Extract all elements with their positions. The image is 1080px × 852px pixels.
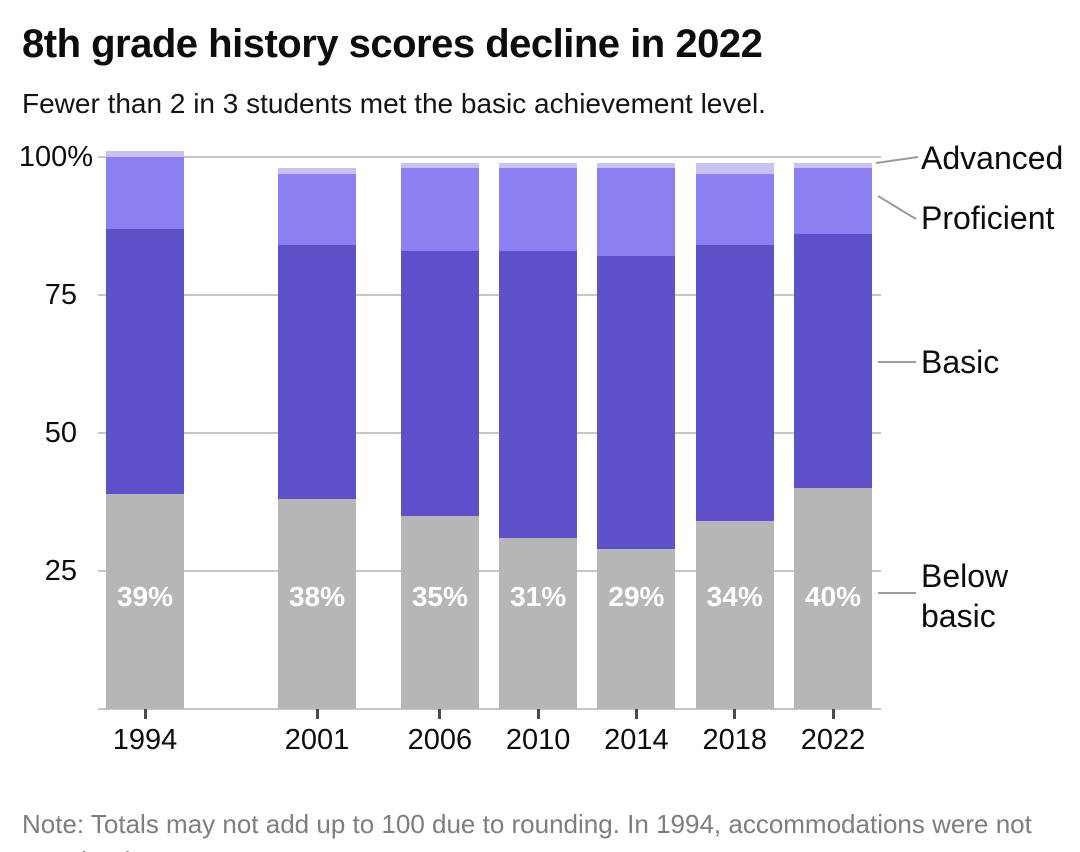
bar-segment-2010-proficient [499, 168, 578, 251]
bar-segment-2010-advanced [499, 162, 578, 169]
leader-advanced [875, 156, 919, 164]
bar-segment-1994-basic [106, 228, 184, 494]
x-axis-tick-1994 [143, 709, 147, 719]
chart-subtitle: Fewer than 2 in 3 students met the basic… [22, 88, 766, 119]
bar-segment-2022-proficient [794, 168, 872, 235]
bar-segment-2022-basic [794, 234, 872, 489]
x-axis-label-2014: 2014 [604, 724, 669, 756]
footnote-line-2: permitted. [22, 843, 1052, 852]
legend-label-below-basic: Below basic [921, 558, 1009, 634]
bar-segment-2006-proficient [400, 168, 479, 251]
x-axis-label-2001: 2001 [284, 724, 350, 756]
bar-value-label-2022: 40% [804, 581, 862, 612]
x-axis-label-2022: 2022 [800, 724, 866, 756]
bar-value-label-2006: 35% [411, 581, 468, 612]
bar-segment-2010-basic [499, 250, 578, 538]
x-axis-label-2010: 2010 [505, 724, 571, 756]
bar-segment-2001-proficient [278, 173, 356, 246]
footnote-line-1: Note: Totals may not add up to 100 due t… [22, 809, 1032, 839]
bar-segment-2001-basic [278, 245, 356, 500]
bar-segment-2014-proficient [597, 168, 676, 257]
gridline-75 [98, 294, 881, 296]
bar-segment-2006-advanced [400, 162, 479, 169]
gridline-50 [98, 432, 881, 434]
x-axis-tick-2022 [831, 709, 835, 719]
x-axis-label-1994: 1994 [112, 724, 178, 756]
bar-segment-2018-proficient [695, 173, 774, 246]
bar-segment-1994-advanced [106, 151, 184, 157]
gridline-100 [98, 156, 881, 158]
bar-value-label-2018: 34% [706, 581, 763, 612]
legend-label-proficient: Proficient [921, 200, 1055, 236]
bar-segment-2018-below-basic [695, 521, 774, 709]
chart-title: 8th grade history scores decline in 2022 [22, 22, 763, 66]
bar-value-label-2010: 31% [510, 581, 567, 612]
bar-segment-1994-below-basic [106, 493, 184, 709]
gridline-25 [98, 570, 881, 572]
legend-label-advanced: Advanced [921, 140, 1064, 176]
y-axis-label-50: 50 [44, 417, 77, 449]
x-axis-tick-2006 [438, 709, 442, 719]
bar-segment-2014-advanced [597, 162, 676, 169]
x-axis-tick-2014 [634, 709, 638, 719]
gridline-0 [98, 708, 881, 710]
bar-segment-2006-basic [400, 250, 479, 516]
bar-segment-2010-below-basic [499, 537, 578, 709]
bar-segment-2018-basic [695, 245, 774, 522]
y-axis-label-100: 100% [18, 141, 93, 173]
x-axis-label-2018: 2018 [702, 724, 767, 756]
bar-value-label-1994: 39% [116, 581, 174, 612]
leader-proficient [877, 195, 917, 220]
bar-segment-2014-basic [597, 256, 676, 549]
bar-segment-2018-advanced [695, 162, 774, 174]
bar-segment-2001-below-basic [278, 499, 356, 709]
bar-segment-2006-below-basic [400, 515, 479, 709]
bar-segment-2022-below-basic [794, 488, 872, 709]
legend-label-basic: Basic [921, 344, 1000, 380]
legend-leader-lines [875, 156, 919, 594]
bar-segment-2022-advanced [794, 162, 872, 169]
x-axis-tick-2010 [536, 709, 540, 719]
bar-value-label-2014: 29% [608, 581, 665, 612]
bar-value-label-2001: 38% [288, 581, 346, 612]
bar-segment-2014-below-basic [597, 548, 676, 709]
y-axis-label-75: 75 [44, 279, 77, 311]
x-axis-tick-2001 [315, 709, 319, 719]
x-axis-label-2006: 2006 [407, 724, 473, 756]
footnote: Note: Totals may not add up to 100 due t… [22, 806, 1052, 852]
bar-segment-2001-advanced [278, 168, 356, 174]
x-axis-tick-2018 [733, 709, 737, 719]
y-axis-label-25: 25 [44, 555, 77, 587]
bar-segment-1994-proficient [106, 157, 184, 229]
